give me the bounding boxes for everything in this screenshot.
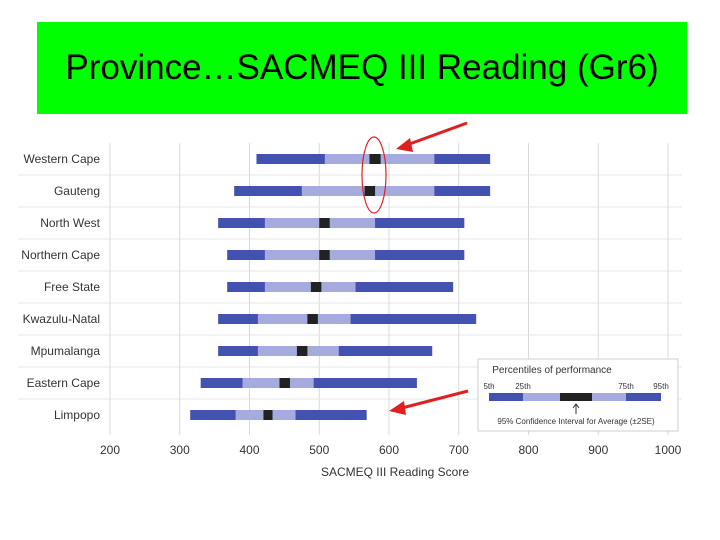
category-labels: Western Cape Gauteng North West Northern Ca… xyxy=(21,152,100,422)
annotation-arrow-top xyxy=(403,121,468,148)
x-tick-label: 1000 xyxy=(655,443,682,457)
arrowhead-icon xyxy=(396,138,413,152)
x-tick-label: 700 xyxy=(449,443,469,457)
bar-ci xyxy=(263,410,273,420)
annotation-arrow-bottom xyxy=(397,389,469,411)
category-label: Free State xyxy=(44,280,100,294)
bar-ci xyxy=(307,314,318,324)
legend-label: 95th xyxy=(653,382,669,391)
legend-arrow-icon xyxy=(572,403,580,414)
highlight-oval xyxy=(361,136,387,214)
title-banner: Province…SACMEQ III Reading (Gr6) xyxy=(37,22,687,114)
category-label: Limpopo xyxy=(54,408,100,422)
x-tick-label: 300 xyxy=(170,443,190,457)
x-tick-labels: 200 300 400 500 600 700 800 900 1000 xyxy=(100,443,682,457)
category-label: Eastern Cape xyxy=(27,376,101,390)
legend: Percentiles of performance 5th 25th 75th 95t… xyxy=(477,358,679,432)
slide-title: Province…SACMEQ III Reading (Gr6) xyxy=(65,48,659,87)
legend-label: 5th xyxy=(483,382,494,391)
x-tick-label: 200 xyxy=(100,443,120,457)
bar-ci xyxy=(319,250,330,260)
bar-ci xyxy=(296,346,308,356)
x-tick-label: 500 xyxy=(309,443,329,457)
arrowhead-icon xyxy=(389,401,406,415)
category-label: Western Cape xyxy=(24,152,101,166)
bar-ci xyxy=(310,282,322,292)
annotations xyxy=(361,121,469,415)
x-tick-label: 600 xyxy=(379,443,399,457)
legend-title: Percentiles of performance xyxy=(492,365,612,376)
legend-label: 75th xyxy=(618,382,634,391)
bar-25-75 xyxy=(242,378,314,388)
legend-bar-ci xyxy=(560,393,592,401)
bar-25-75 xyxy=(257,314,351,324)
category-label: Gauteng xyxy=(54,184,100,198)
category-label: Northern Cape xyxy=(21,248,100,262)
category-label: Kwazulu-Natal xyxy=(23,312,100,326)
x-tick-label: 400 xyxy=(239,443,259,457)
legend-label: 25th xyxy=(515,382,531,391)
bar-ci xyxy=(319,218,330,228)
category-label: Mpumalanga xyxy=(31,344,101,358)
x-tick-label: 800 xyxy=(518,443,538,457)
bar-ci xyxy=(364,186,376,196)
bar-ci xyxy=(279,378,290,388)
bar-25-75 xyxy=(264,282,356,292)
category-label: North West xyxy=(40,216,100,230)
chart-bars xyxy=(190,154,491,420)
x-tick-label: 900 xyxy=(588,443,608,457)
legend-note: 95% Confidence Interval for Average (±2S… xyxy=(497,417,655,426)
bar-ci xyxy=(369,154,381,164)
x-axis-title: SACMEQ III Reading Score xyxy=(321,465,469,479)
